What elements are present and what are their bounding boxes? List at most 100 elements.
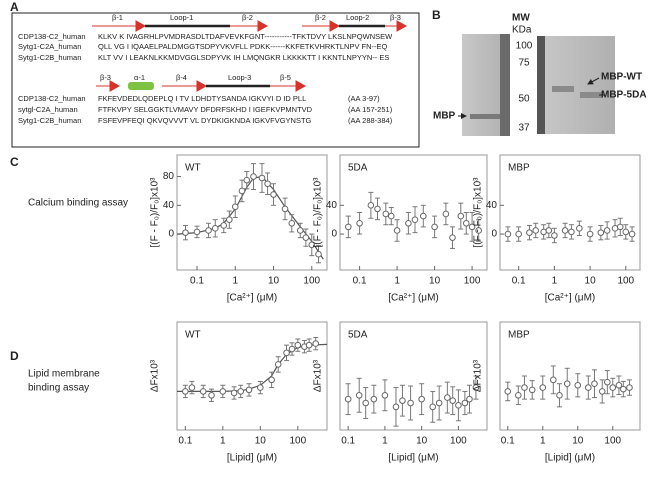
data-point: [344, 395, 352, 403]
feature-label: β-5: [280, 73, 291, 82]
data-point: [238, 187, 246, 195]
x-axis-label: [Ca²⁺] (μM): [545, 293, 595, 304]
marker-label: 75: [518, 58, 530, 69]
plot-frame: [499, 154, 641, 271]
feature-label: β-3: [100, 73, 111, 82]
data-point: [626, 384, 633, 391]
x-tick-label: 100: [450, 436, 467, 447]
data-point: [568, 228, 575, 236]
data-point: [616, 223, 624, 231]
data-point: [274, 361, 282, 368]
x-tick-label: 0.1: [512, 276, 526, 287]
strand-arrow: [230, 20, 269, 32]
marker-label: 50: [518, 94, 530, 105]
x-axis-label: [Lipid] (μM): [227, 453, 277, 464]
y-axis-label: [(F - F₀)/F₀]x10³: [313, 177, 324, 248]
x-tick-label: 1: [232, 276, 238, 287]
data-point: [550, 376, 557, 384]
x-tick-label: 100: [464, 276, 481, 287]
data-point: [468, 223, 476, 231]
data-point: [472, 384, 480, 391]
data-point: [182, 388, 189, 395]
data-point: [296, 227, 304, 234]
data-point: [504, 388, 512, 395]
data-point: [308, 241, 316, 249]
seq-name: Sytg1-C2A_human: [18, 42, 81, 51]
y-axis-label: [(F - F₀)/F₀]x10³: [150, 177, 161, 248]
data-point: [182, 229, 189, 236]
data-point: [268, 376, 275, 384]
x-tick-label: 10: [416, 436, 428, 447]
gel-band: [470, 114, 500, 119]
data-point: [435, 399, 443, 407]
x-tick-label: 100: [617, 276, 634, 287]
data-point: [532, 227, 540, 234]
chart-title: MBP: [508, 163, 530, 174]
data-point: [545, 227, 553, 234]
x-tick-label: 10: [255, 436, 267, 447]
data-point: [585, 384, 592, 391]
x-tick-label: 1: [382, 436, 388, 447]
data-point: [294, 341, 302, 349]
x-tick-label: 100: [604, 436, 621, 447]
y-tick-label: 40: [326, 200, 338, 211]
y-tick-label: 40: [486, 200, 498, 211]
data-point: [355, 391, 363, 399]
range: (AA 157-251): [348, 105, 393, 114]
y-axis-label: ΔFx10³: [313, 359, 324, 392]
plot-frame: [339, 321, 488, 431]
mw-label: MW: [512, 13, 530, 24]
data-point: [211, 225, 219, 232]
data-point: [219, 388, 227, 395]
x-tick-label: 0.1: [178, 436, 192, 447]
data-point: [628, 230, 636, 238]
plot-frame: [176, 154, 328, 271]
feature-label: β-2: [315, 13, 326, 22]
data-point: [281, 205, 289, 213]
data-point: [387, 212, 395, 220]
data-point: [382, 210, 390, 218]
strand-arrow: [96, 80, 121, 92]
data-point: [208, 391, 215, 399]
sequence: FKFEVDEDLQDEPLQ I TV LDHDTYSANDA IGKVYI …: [98, 94, 306, 103]
strand-arrow: [270, 80, 307, 92]
data-point: [466, 395, 473, 403]
data-point: [622, 228, 630, 236]
feature-label: α-1: [134, 73, 145, 82]
panel-label: C: [10, 155, 19, 169]
features: β-1 Loop-1 β-2 β-2 Loop-2 β-3: [92, 13, 408, 32]
marker-label: 37: [518, 123, 530, 134]
caption: binding assay: [28, 383, 89, 394]
data-point: [374, 205, 381, 213]
seq-name: CDP138-C2_human: [18, 94, 86, 103]
data-point: [392, 403, 400, 411]
y-tick-label: 80: [163, 171, 175, 182]
data-point: [270, 191, 277, 198]
y-tick-label: 0: [168, 229, 174, 240]
data-point: [598, 388, 606, 395]
strand-arrow: [385, 20, 408, 32]
chart-title: 5DA: [348, 163, 368, 174]
data-point: [205, 227, 212, 234]
helix: [128, 82, 154, 90]
data-point: [362, 399, 369, 407]
data-point: [411, 216, 419, 223]
data-point: [243, 176, 251, 184]
strand-arrow: [302, 20, 341, 32]
chart-title: MBP: [508, 330, 530, 341]
data-point: [312, 340, 320, 347]
data-point: [407, 399, 414, 407]
data-point: [258, 174, 266, 182]
data-point: [431, 223, 438, 231]
data-point: [603, 227, 611, 234]
plot-frame: [499, 321, 641, 431]
x-tick-label: 0.1: [501, 436, 515, 447]
data-point: [345, 223, 352, 231]
range: (AA 288-384): [348, 116, 393, 125]
range: (AA 3-97): [348, 94, 380, 103]
data-point: [399, 397, 406, 404]
data-point: [591, 380, 598, 388]
caption: Lipid membrane: [28, 369, 100, 380]
data-point: [405, 219, 412, 227]
